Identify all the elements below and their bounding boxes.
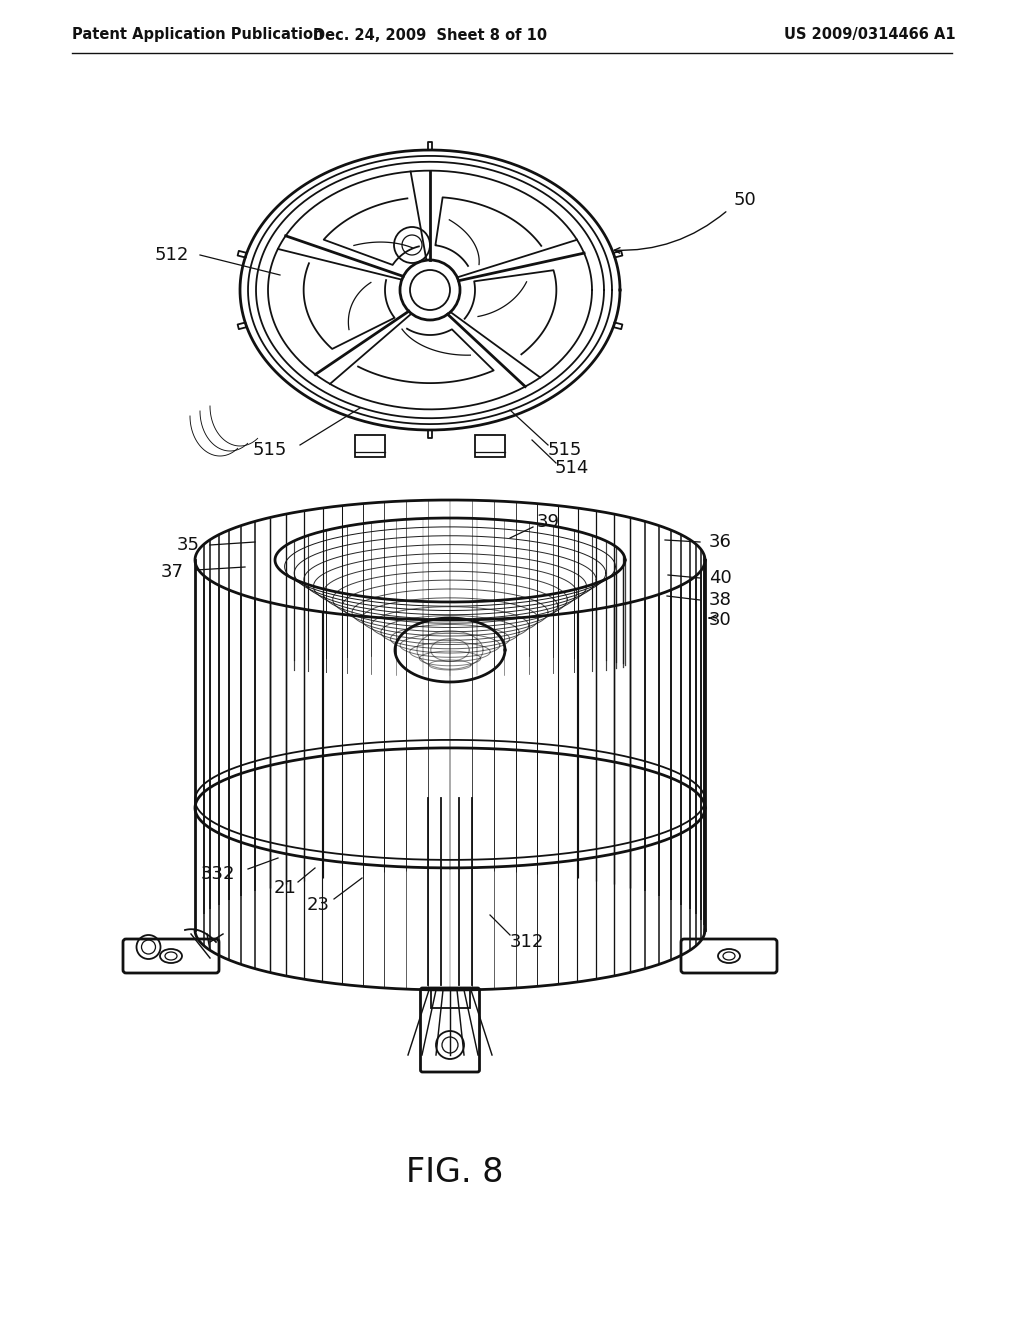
Text: 332: 332 — [201, 865, 236, 883]
Bar — [430, 990, 469, 1008]
Text: 21: 21 — [273, 879, 296, 898]
Text: 36: 36 — [709, 533, 731, 550]
Text: 39: 39 — [537, 513, 559, 531]
Text: 515: 515 — [548, 441, 583, 459]
Text: Dec. 24, 2009  Sheet 8 of 10: Dec. 24, 2009 Sheet 8 of 10 — [313, 28, 547, 42]
Text: 515: 515 — [253, 441, 287, 459]
Text: FIG. 8: FIG. 8 — [407, 1155, 504, 1188]
Text: 30: 30 — [709, 611, 731, 630]
Text: 50: 50 — [733, 191, 757, 209]
Text: Patent Application Publication: Patent Application Publication — [72, 28, 324, 42]
Text: 512: 512 — [155, 246, 189, 264]
Text: 514: 514 — [555, 459, 589, 477]
Text: 312: 312 — [510, 933, 544, 950]
Bar — [475, 436, 505, 457]
Text: 37: 37 — [161, 564, 183, 581]
Text: 40: 40 — [709, 569, 731, 587]
Text: US 2009/0314466 A1: US 2009/0314466 A1 — [784, 28, 955, 42]
Bar — [355, 436, 385, 457]
Text: 35: 35 — [176, 536, 200, 554]
Text: 38: 38 — [709, 591, 731, 609]
Text: 23: 23 — [306, 896, 330, 913]
